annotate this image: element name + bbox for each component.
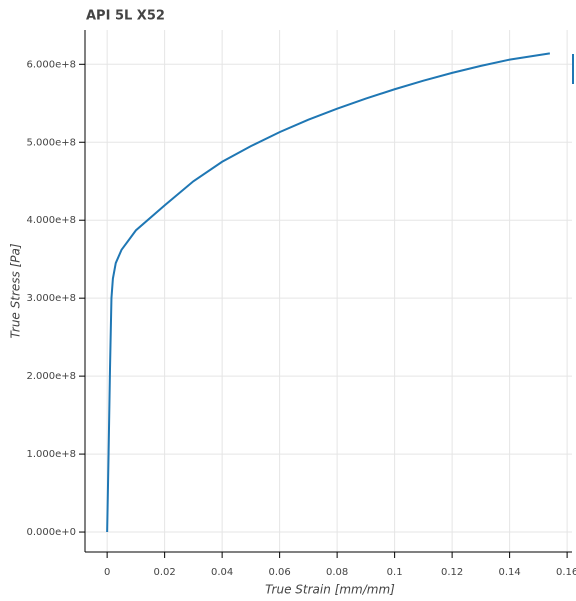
x-tick-label: 0.14 bbox=[498, 567, 520, 578]
series-line bbox=[106, 52, 551, 533]
y-tick-label: 5.000e+8 bbox=[26, 137, 76, 148]
x-tick-label: 0.06 bbox=[268, 567, 290, 578]
y-tick-label: 6.000e+8 bbox=[26, 59, 76, 70]
x-tick-label: 0.04 bbox=[211, 567, 233, 578]
y-tick-label: 2.000e+8 bbox=[26, 371, 76, 382]
y-tick-label: 4.000e+8 bbox=[26, 215, 76, 226]
x-tick-label: 0.16 bbox=[556, 567, 576, 578]
y-tick-label: 3.000e+8 bbox=[26, 293, 76, 304]
x-tick-label: 0.08 bbox=[326, 567, 348, 578]
x-axis-label: True Strain [mm/mm] bbox=[265, 583, 395, 597]
x-tick-label: 0.12 bbox=[441, 567, 463, 578]
x-tick-label: 0.02 bbox=[154, 567, 176, 578]
y-axis-label: True Stress [Pa] bbox=[9, 243, 23, 338]
y-tick-label: 0.000e+0 bbox=[26, 527, 76, 538]
chart-title: API 5L X52 bbox=[86, 9, 165, 24]
x-tick-label: 0.1 bbox=[387, 567, 403, 578]
x-tick-label: 0 bbox=[104, 567, 110, 578]
y-tick-label: 1.000e+8 bbox=[26, 449, 76, 460]
